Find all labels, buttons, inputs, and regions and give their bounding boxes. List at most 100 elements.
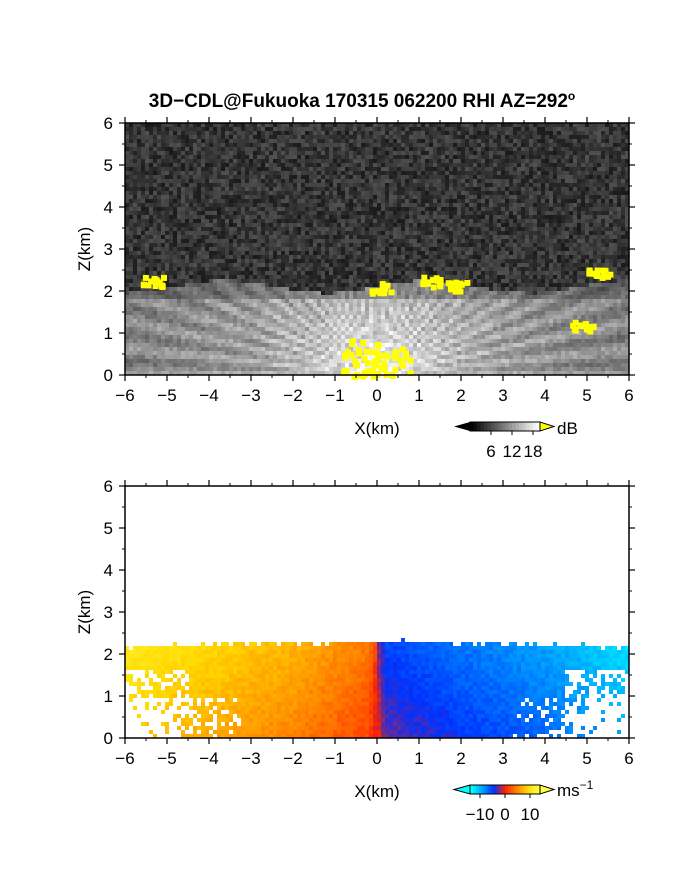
- reflectivity-cell: [293, 139, 297, 143]
- reflectivity-cell: [281, 231, 285, 235]
- reflectivity-cell: [401, 255, 405, 259]
- reflectivity-cell: [189, 219, 193, 223]
- reflectivity-cell: [145, 123, 149, 127]
- reflectivity-cell: [417, 199, 421, 203]
- reflectivity-cell: [169, 295, 173, 299]
- reflectivity-cell: [405, 235, 409, 239]
- reflectivity-cell: [125, 367, 129, 371]
- reflectivity-cell: [261, 359, 265, 363]
- reflectivity-cell: [337, 223, 341, 227]
- reflectivity-cell: [261, 311, 265, 315]
- reflectivity-cell: [245, 371, 249, 375]
- reflectivity-cell: [245, 183, 249, 187]
- reflectivity-cell: [425, 359, 429, 363]
- reflectivity-cell: [153, 271, 157, 275]
- reflectivity-cell: [413, 183, 417, 187]
- reflectivity-cell: [237, 223, 241, 227]
- reflectivity-cell: [293, 155, 297, 159]
- reflectivity-cell: [253, 167, 257, 171]
- reflectivity-cell: [349, 207, 353, 211]
- reflectivity-cell: [353, 335, 357, 339]
- reflectivity-cell: [221, 307, 225, 311]
- reflectivity-cell: [181, 355, 185, 359]
- reflectivity-cell: [353, 327, 357, 331]
- reflectivity-cell: [365, 143, 369, 147]
- reflectivity-cell: [141, 191, 145, 195]
- reflectivity-cell: [397, 215, 401, 219]
- reflectivity-cell: [429, 135, 433, 139]
- reflectivity-cell: [157, 195, 161, 199]
- reflectivity-cell: [301, 195, 305, 199]
- reflectivity-cell: [353, 191, 357, 195]
- reflectivity-cell: [417, 327, 421, 331]
- reflectivity-cell: [221, 295, 225, 299]
- reflectivity-cell: [405, 331, 409, 335]
- reflectivity-cell: [273, 199, 277, 203]
- reflectivity-cell: [161, 239, 165, 243]
- reflectivity-cell: [357, 231, 361, 235]
- reflectivity-cell: [305, 367, 309, 371]
- reflectivity-cell: [257, 367, 261, 371]
- reflectivity-cell: [337, 363, 341, 367]
- reflectivity-cell: [313, 331, 317, 335]
- reflectivity-cell: [133, 179, 137, 183]
- reflectivity-cell: [361, 155, 365, 159]
- reflectivity-cell: [257, 295, 261, 299]
- reflectivity-cell: [309, 359, 313, 363]
- reflectivity-cell: [133, 263, 137, 267]
- reflectivity-cell: [365, 163, 369, 167]
- reflectivity-cell: [349, 239, 353, 243]
- reflectivity-cell: [189, 187, 193, 191]
- reflectivity-cell: [365, 183, 369, 187]
- reflectivity-cell: [153, 267, 157, 271]
- reflectivity-cell: [325, 371, 329, 375]
- reflectivity-cell: [405, 247, 409, 251]
- reflectivity-cell: [345, 219, 349, 223]
- reflectivity-cell: [205, 131, 209, 135]
- reflectivity-cell: [437, 323, 441, 327]
- reflectivity-cell: [313, 207, 317, 211]
- reflectivity-cell: [141, 267, 145, 271]
- reflectivity-cell: [353, 139, 357, 143]
- reflectivity-cell: [165, 207, 169, 211]
- reflectivity-cell: [185, 267, 189, 271]
- reflectivity-cell: [217, 291, 221, 295]
- reflectivity-cell: [285, 159, 289, 163]
- reflectivity-cell: [333, 243, 337, 247]
- reflectivity-cell: [377, 323, 381, 327]
- reflectivity-cell: [217, 139, 221, 143]
- reflectivity-cell: [165, 287, 169, 291]
- reflectivity-cell: [149, 295, 153, 299]
- reflectivity-cell: [173, 127, 177, 131]
- reflectivity-cell: [249, 355, 253, 359]
- reflectivity-cell: [413, 195, 417, 199]
- reflectivity-cell: [181, 307, 185, 311]
- reflectivity-cell: [441, 155, 445, 159]
- reflectivity-cell: [297, 199, 301, 203]
- reflectivity-cell: [265, 327, 269, 331]
- reflectivity-cell: [301, 343, 305, 347]
- reflectivity-cell: [309, 299, 313, 303]
- reflectivity-cell: [313, 191, 317, 195]
- reflectivity-cell: [341, 255, 345, 259]
- reflectivity-cell: [305, 159, 309, 163]
- reflectivity-cell: [125, 275, 129, 279]
- reflectivity-cell: [129, 255, 133, 259]
- reflectivity-cell: [265, 235, 269, 239]
- reflectivity-cell: [357, 259, 361, 263]
- reflectivity-cell: [173, 259, 177, 263]
- reflectivity-cell: [233, 267, 237, 271]
- reflectivity-cell: [333, 219, 337, 223]
- reflectivity-cell: [193, 227, 197, 231]
- reflectivity-cell: [425, 163, 429, 167]
- reflectivity-cell: [249, 231, 253, 235]
- reflectivity-cell: [169, 347, 173, 351]
- reflectivity-cell: [229, 219, 233, 223]
- reflectivity-cell: [237, 183, 241, 187]
- reflectivity-cell: [373, 147, 377, 151]
- reflectivity-cell: [249, 187, 253, 191]
- reflectivity-cell: [197, 283, 201, 287]
- reflectivity-cell: [189, 371, 193, 375]
- reflectivity-cell: [221, 371, 225, 375]
- reflectivity-cell: [201, 235, 205, 239]
